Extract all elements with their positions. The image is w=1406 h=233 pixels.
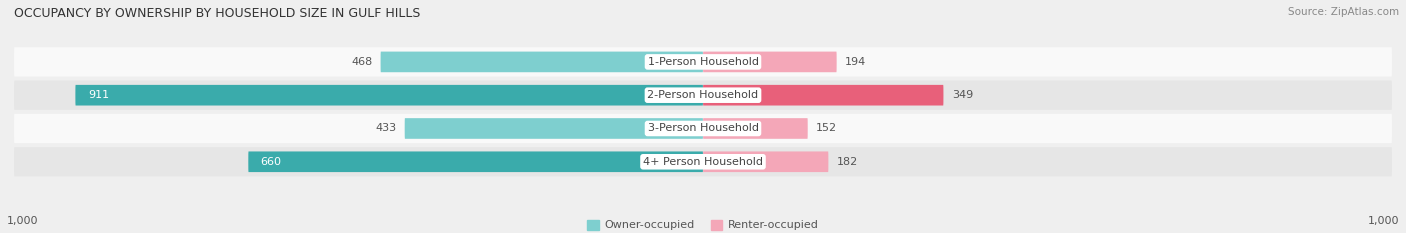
FancyBboxPatch shape <box>703 118 807 139</box>
FancyBboxPatch shape <box>14 147 1392 176</box>
FancyBboxPatch shape <box>405 118 703 139</box>
Text: 349: 349 <box>952 90 973 100</box>
FancyBboxPatch shape <box>703 85 943 106</box>
FancyBboxPatch shape <box>249 151 703 172</box>
Text: OCCUPANCY BY OWNERSHIP BY HOUSEHOLD SIZE IN GULF HILLS: OCCUPANCY BY OWNERSHIP BY HOUSEHOLD SIZE… <box>14 7 420 20</box>
Text: 1-Person Household: 1-Person Household <box>648 57 758 67</box>
Text: 2-Person Household: 2-Person Household <box>647 90 759 100</box>
Text: Source: ZipAtlas.com: Source: ZipAtlas.com <box>1288 7 1399 17</box>
Text: 911: 911 <box>87 90 108 100</box>
FancyBboxPatch shape <box>76 85 703 106</box>
FancyBboxPatch shape <box>14 47 1392 77</box>
Text: 4+ Person Household: 4+ Person Household <box>643 157 763 167</box>
Text: 194: 194 <box>845 57 866 67</box>
Text: 152: 152 <box>815 123 837 134</box>
Legend: Owner-occupied, Renter-occupied: Owner-occupied, Renter-occupied <box>583 215 823 233</box>
Text: 433: 433 <box>375 123 396 134</box>
FancyBboxPatch shape <box>703 151 828 172</box>
Text: 1,000: 1,000 <box>7 216 38 226</box>
Text: 3-Person Household: 3-Person Household <box>648 123 758 134</box>
Text: 468: 468 <box>352 57 373 67</box>
Text: 660: 660 <box>260 157 281 167</box>
FancyBboxPatch shape <box>14 81 1392 110</box>
FancyBboxPatch shape <box>703 51 837 72</box>
Text: 182: 182 <box>837 157 858 167</box>
Text: 1,000: 1,000 <box>1368 216 1399 226</box>
FancyBboxPatch shape <box>14 114 1392 143</box>
FancyBboxPatch shape <box>381 51 703 72</box>
